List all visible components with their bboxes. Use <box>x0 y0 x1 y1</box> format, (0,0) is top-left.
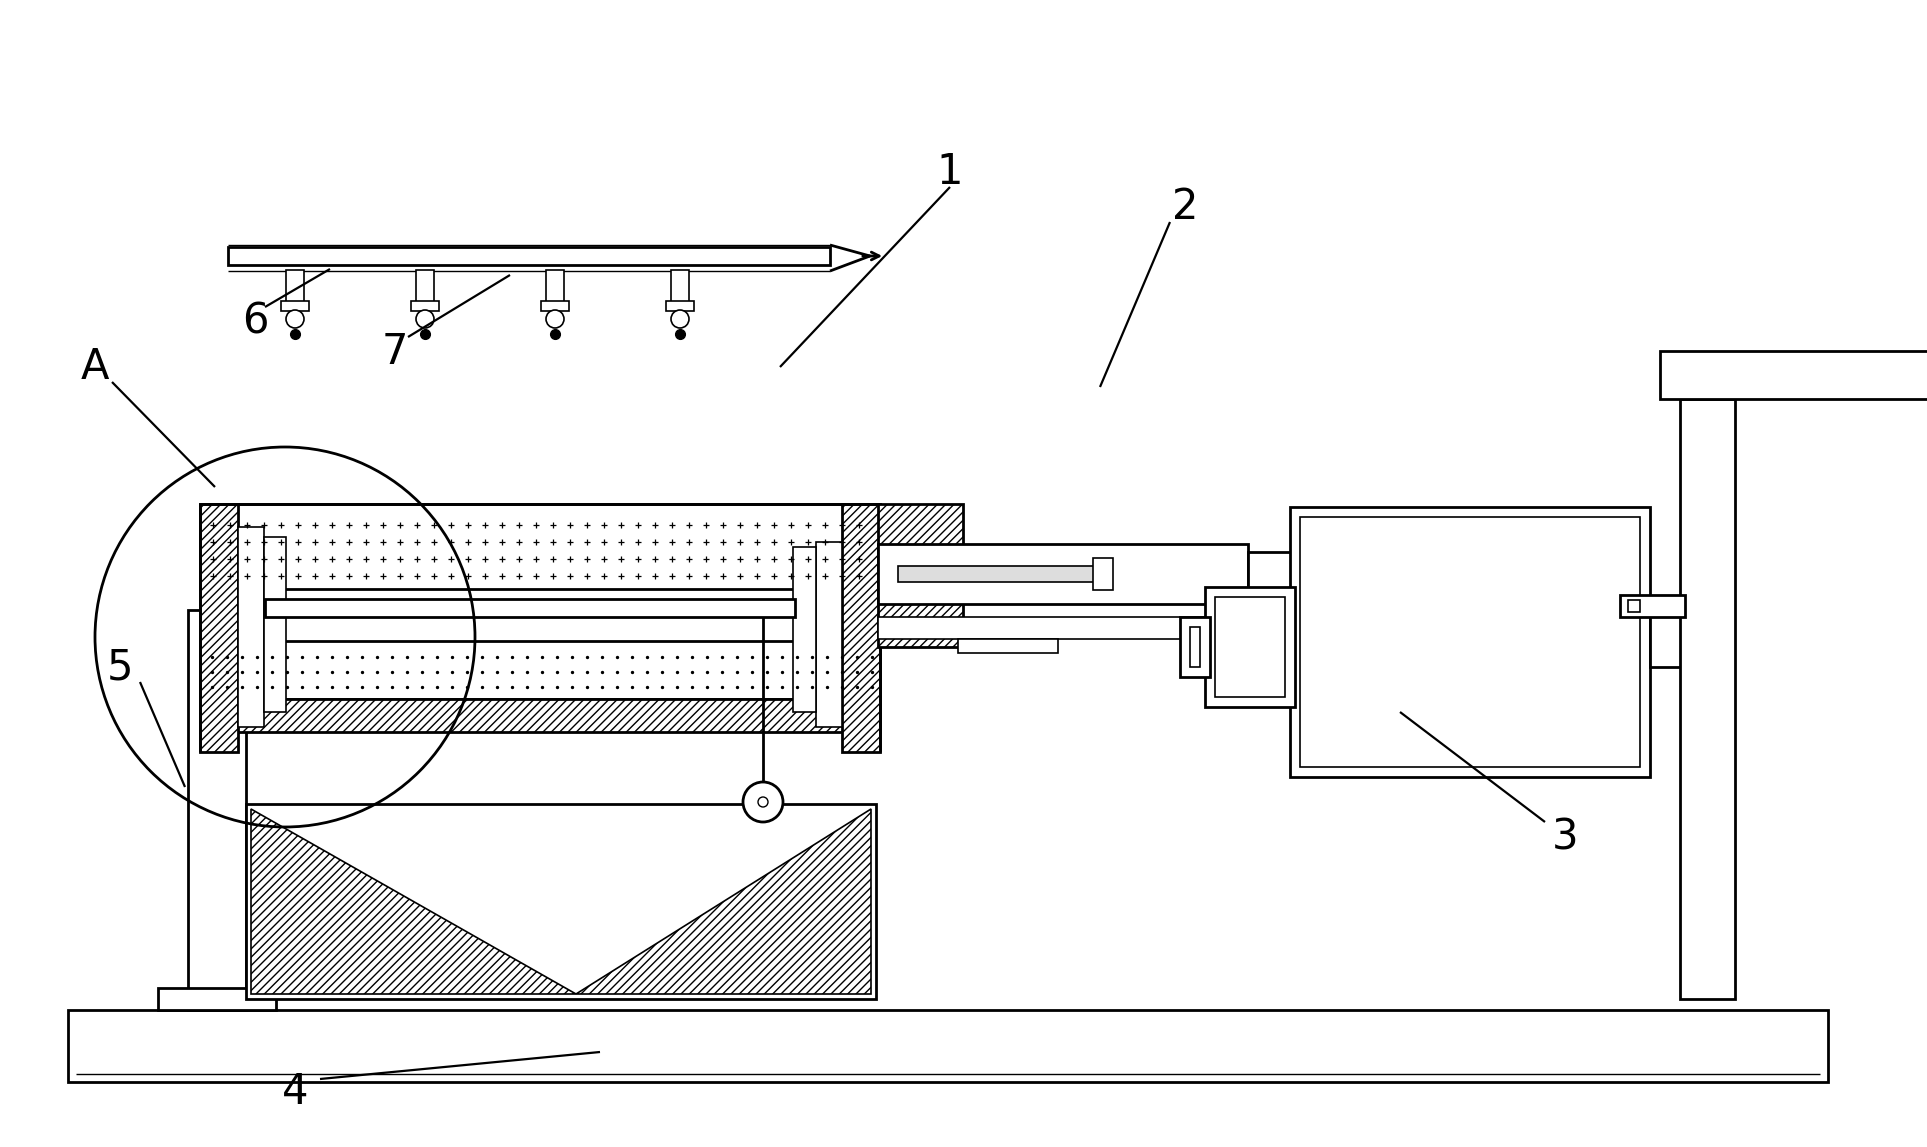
Bar <box>266 599 796 617</box>
Bar <box>200 504 239 752</box>
Bar <box>794 547 815 712</box>
Bar <box>1191 627 1201 668</box>
Bar <box>200 699 881 732</box>
Bar <box>264 537 285 712</box>
Text: 4: 4 <box>281 1071 308 1113</box>
Text: 2: 2 <box>1172 186 1199 228</box>
Bar <box>239 526 264 727</box>
Bar <box>671 270 690 302</box>
Circle shape <box>757 797 769 807</box>
Bar <box>667 301 694 311</box>
Bar <box>1249 552 1538 596</box>
Bar <box>545 270 565 302</box>
Bar <box>1621 595 1684 617</box>
Bar <box>200 641 881 699</box>
Bar <box>416 270 434 302</box>
Bar <box>1680 399 1734 999</box>
Bar <box>158 988 276 1011</box>
Bar <box>189 610 247 1011</box>
Bar <box>1204 587 1295 707</box>
Bar <box>898 565 1098 582</box>
Bar <box>1650 612 1705 668</box>
Bar <box>1093 557 1114 590</box>
Bar <box>1659 351 1927 399</box>
Bar <box>1534 544 1555 604</box>
Circle shape <box>545 310 565 328</box>
Bar <box>410 301 439 311</box>
Bar <box>879 617 1299 639</box>
Bar <box>815 543 842 727</box>
Bar <box>879 504 964 647</box>
Circle shape <box>416 310 434 328</box>
Bar <box>200 504 881 590</box>
Bar <box>247 804 877 999</box>
Circle shape <box>744 782 782 822</box>
Bar <box>1216 596 1285 697</box>
Bar <box>1179 617 1210 677</box>
Bar <box>227 247 831 265</box>
Bar <box>67 1011 1829 1082</box>
Bar <box>842 504 881 752</box>
Bar <box>879 544 1249 604</box>
Text: 1: 1 <box>937 151 964 193</box>
Bar <box>281 301 308 311</box>
Bar <box>958 639 1058 653</box>
Bar <box>285 270 304 302</box>
Text: 5: 5 <box>106 646 133 688</box>
Text: 7: 7 <box>382 331 409 373</box>
Text: A: A <box>81 346 110 388</box>
Circle shape <box>285 310 304 328</box>
Circle shape <box>671 310 690 328</box>
Bar <box>1628 600 1640 612</box>
Polygon shape <box>576 809 871 994</box>
Text: 6: 6 <box>241 301 268 343</box>
Polygon shape <box>251 809 576 994</box>
Bar <box>541 301 568 311</box>
Bar <box>1289 507 1650 777</box>
Bar <box>1301 517 1640 767</box>
Text: 3: 3 <box>1551 816 1578 858</box>
